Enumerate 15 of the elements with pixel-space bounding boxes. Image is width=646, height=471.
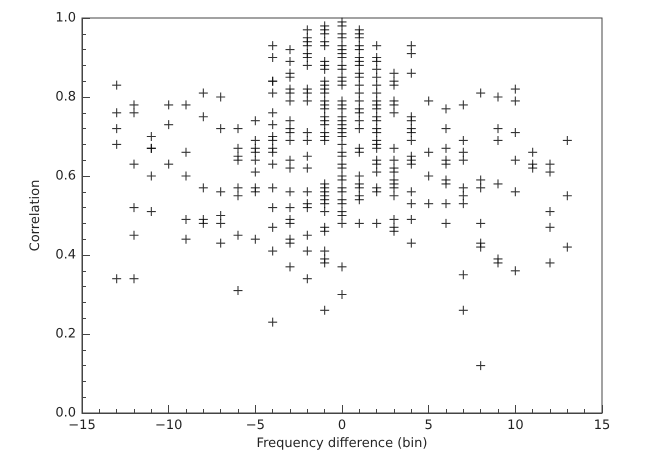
x-tick-label: 15	[594, 418, 610, 433]
x-tick-label: 10	[507, 418, 524, 433]
x-tick-label: −5	[246, 418, 265, 433]
y-tick-label: 0.6	[55, 168, 76, 184]
x-tick-label: −10	[154, 418, 182, 433]
x-tick-label: −15	[68, 418, 96, 433]
y-tick-label: 0.4	[55, 248, 76, 262]
x-tick-label: 0	[338, 418, 346, 433]
y-tick-label: 0.8	[55, 90, 76, 104]
x-axis-title: Frequency difference (bin)	[256, 436, 428, 451]
y-tick-label: 0.2	[55, 326, 76, 342]
y-axis-title: Correlation	[28, 180, 43, 252]
y-tick-label: 1.0	[55, 10, 76, 26]
y-tick-label: 0.0	[55, 406, 76, 420]
x-tick-label: 5	[424, 418, 433, 433]
